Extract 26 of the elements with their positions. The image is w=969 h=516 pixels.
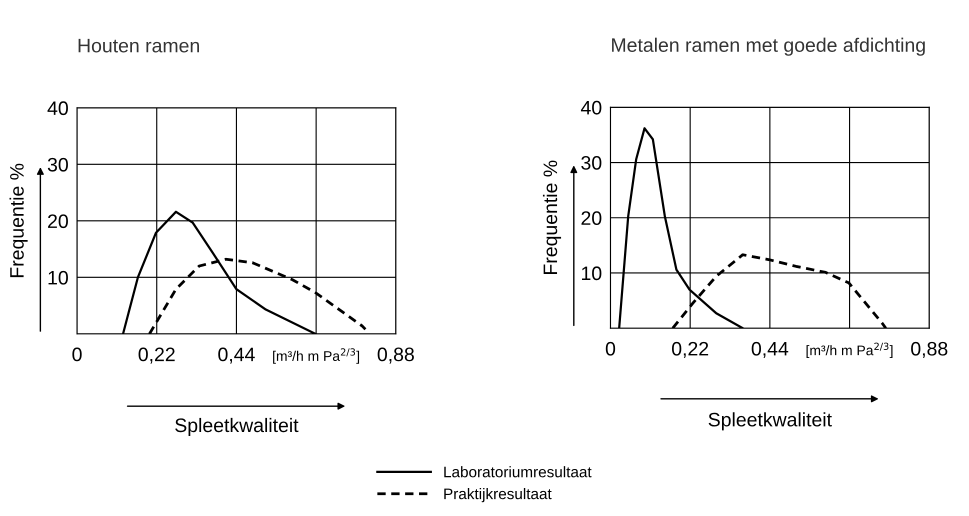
chart-title: Houten ramen bbox=[78, 38, 199, 52]
y-tick-label: 20 bbox=[581, 211, 602, 225]
x-tick-label: 0,88 bbox=[911, 342, 948, 358]
x-tick-label: 0,22 bbox=[672, 342, 708, 358]
y-tick-label: 40 bbox=[48, 101, 68, 116]
y-tick-label: 10 bbox=[582, 266, 602, 280]
x-tick-label: [m³/h m Pa$^{2/3}$] bbox=[806, 342, 892, 358]
x-tick-label: 0,44 bbox=[752, 342, 788, 358]
y-tick-label: 10 bbox=[48, 270, 68, 285]
x-tick-label: 0,44 bbox=[218, 348, 255, 364]
y-tick-label: 30 bbox=[48, 158, 68, 172]
y-axis-title: Frequentie % bbox=[10, 164, 28, 278]
y-tick-label: 30 bbox=[581, 156, 602, 170]
x-tick-label: [m³/h m Pa$^{2/3}$] bbox=[273, 348, 360, 364]
x-axis-title: Spleetkwaliteit bbox=[175, 418, 298, 436]
y-tick-label: 40 bbox=[580, 100, 602, 115]
x-tick-label: 0 bbox=[72, 348, 82, 362]
y-tick-label: 20 bbox=[48, 214, 68, 228]
y-axis-title: Frequentie % bbox=[542, 160, 562, 274]
x-tick-label: 0,22 bbox=[138, 348, 175, 364]
legend-label: Praktijkresultaat bbox=[444, 488, 552, 502]
x-axis-title: Spleetkwaliteit bbox=[708, 412, 832, 430]
legend-label: Laboratoriumresultaat bbox=[444, 466, 592, 478]
x-tick-label: 0,88 bbox=[378, 348, 414, 364]
x-tick-label: 0 bbox=[606, 342, 616, 356]
chart-title: Metalen ramen met goede afdichting bbox=[612, 38, 925, 56]
